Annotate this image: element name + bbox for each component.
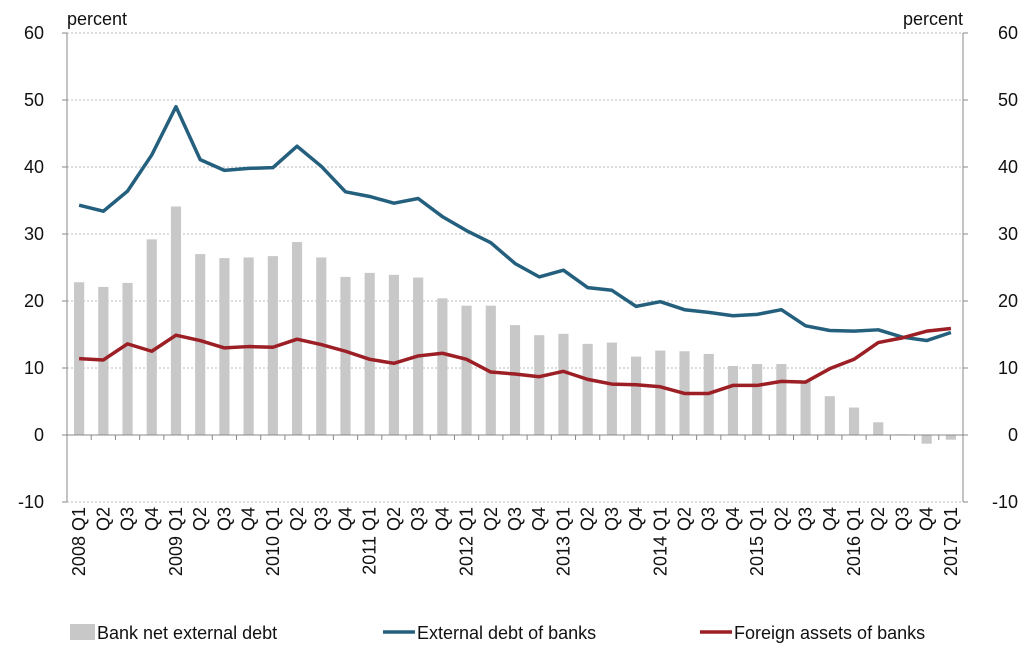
bar	[582, 343, 593, 435]
y-axis-label: percent	[67, 9, 127, 29]
x-tick-label: Q4	[820, 507, 840, 531]
x-tick-label: 2017 Q1	[941, 507, 961, 576]
y-tick-label: 50	[24, 90, 44, 110]
bar	[655, 350, 666, 435]
bar	[873, 422, 884, 435]
y-tick-label: 30	[24, 224, 44, 244]
line	[78, 104, 952, 343]
x-tick-label: Q3	[796, 507, 816, 531]
bar	[848, 407, 860, 435]
x-tick-label: Q2	[384, 507, 404, 531]
x-tick-label: 2011 Q1	[360, 507, 380, 575]
x-tick-label: Q3	[118, 507, 138, 531]
x-tick-label: Q3	[408, 507, 428, 531]
x-tick-label: Q3	[602, 507, 622, 531]
y2-tick-label: 10	[998, 358, 1018, 378]
bar	[945, 435, 956, 440]
legend-label: Bank net external debt	[97, 623, 277, 643]
bar	[727, 365, 739, 435]
legend-label: Foreign assets of banks	[734, 623, 925, 643]
x-tick-label: Q4	[917, 507, 937, 531]
x-tick-label: Q4	[432, 507, 452, 531]
y2-tick-label: 50	[998, 90, 1018, 110]
bar	[509, 325, 521, 435]
x-tick-label: 2008 Q1	[69, 507, 89, 576]
bar	[558, 333, 569, 435]
bar	[630, 356, 642, 435]
x-tick-label: 2013 Q1	[553, 507, 573, 576]
line	[79, 326, 952, 396]
bar	[534, 335, 545, 435]
x-tick-label: Q4	[723, 507, 743, 531]
x-tick-label: Q4	[529, 507, 549, 531]
bar	[824, 396, 835, 435]
x-tick-label: Q3	[892, 507, 912, 531]
x-tick-label: 2016 Q1	[844, 507, 864, 576]
bar	[388, 274, 400, 435]
bar	[340, 276, 351, 435]
bar	[195, 254, 206, 435]
x-tick-label: Q3	[505, 507, 525, 531]
y-tick-label: 60	[24, 23, 44, 43]
x-tick-label: 2009 Q1	[166, 507, 186, 576]
bar	[170, 206, 182, 435]
bar	[800, 381, 811, 435]
y-tick-label: 10	[24, 358, 44, 378]
x-tick-label: Q2	[287, 507, 307, 531]
bar	[752, 363, 763, 435]
y2-tick-label: 60	[998, 23, 1018, 43]
y-tick-label: 20	[24, 291, 44, 311]
x-tick-label: 2012 Q1	[457, 507, 477, 576]
legend-swatch	[70, 624, 95, 640]
bar	[776, 363, 787, 435]
x-tick-label: Q4	[626, 507, 646, 531]
x-tick-label: Q2	[481, 507, 501, 531]
y2-axis-label: percent	[903, 9, 963, 29]
x-tick-label: Q3	[311, 507, 331, 531]
y2-tick-label: -10	[992, 492, 1018, 512]
bar	[461, 305, 472, 435]
y-tick-label: 0	[34, 425, 44, 445]
y2-tick-label: 30	[998, 224, 1018, 244]
x-tick-label: Q4	[335, 507, 355, 531]
y2-tick-label: 20	[998, 291, 1018, 311]
bar	[437, 298, 448, 435]
x-tick-label: Q2	[190, 507, 210, 531]
x-tick-label: 2014 Q1	[650, 507, 670, 576]
bar	[146, 239, 157, 435]
x-tick-label: Q2	[868, 507, 888, 531]
bar	[122, 282, 133, 435]
y-tick-label: 40	[24, 157, 44, 177]
y2-tick-label: 0	[1008, 425, 1018, 445]
x-tick-label: Q3	[214, 507, 234, 531]
x-tick-label: Q2	[93, 507, 113, 531]
x-tick-label: Q3	[699, 507, 719, 531]
x-tick-label: 2015 Q1	[747, 507, 767, 576]
bar	[921, 435, 932, 444]
bar	[364, 272, 375, 435]
x-tick-label: Q2	[771, 507, 791, 531]
legend-label: External debt of banks	[417, 623, 596, 643]
x-tick-label: Q2	[675, 507, 695, 531]
x-tick-label: Q4	[239, 507, 259, 531]
x-tick-label: 2010 Q1	[263, 507, 283, 576]
bar	[606, 342, 617, 435]
x-tick-label: Q2	[578, 507, 598, 531]
x-tick-label: Q4	[142, 507, 162, 531]
y-tick-label: -10	[18, 492, 44, 512]
y2-tick-label: 40	[998, 157, 1018, 177]
